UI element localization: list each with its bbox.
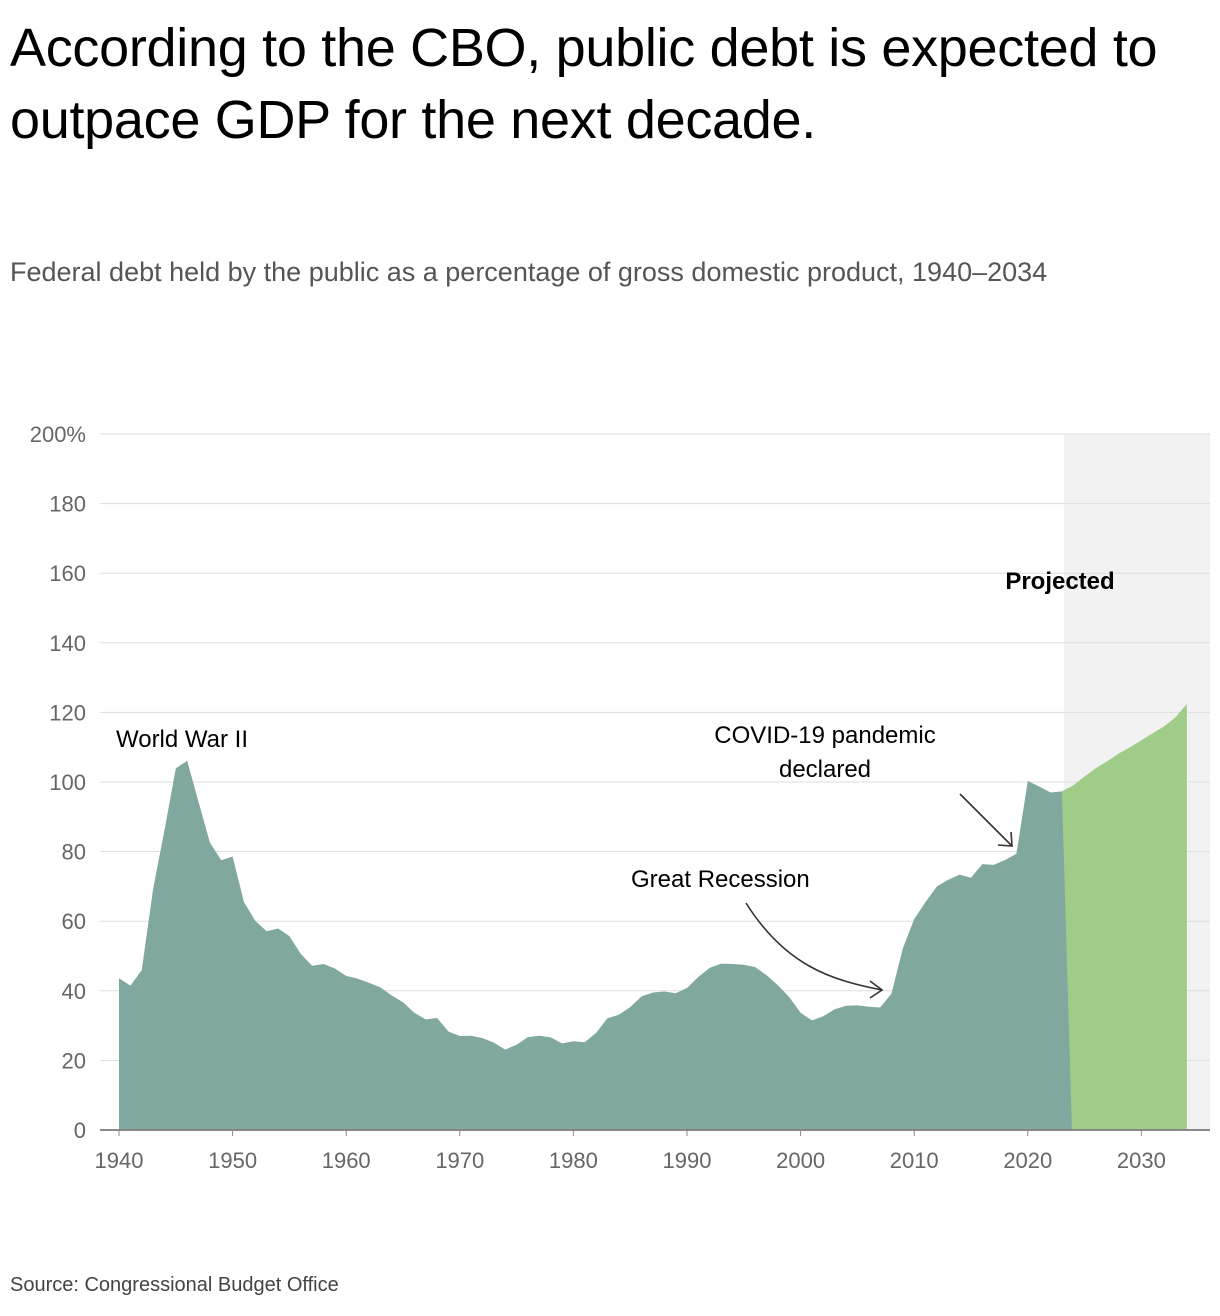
y-tick-label: 0	[74, 1118, 86, 1143]
x-tick-label: 1980	[549, 1148, 598, 1173]
areas	[119, 704, 1187, 1130]
y-tick-label: 180	[49, 492, 86, 517]
x-tick-label: 2020	[1003, 1148, 1052, 1173]
x-axis-ticks: 1940 1950 1960 1970 1980 1990 2000 2010 2020 2030	[95, 1130, 1166, 1173]
y-tick-label: 80	[62, 840, 86, 865]
x-tick-label: 1950	[208, 1148, 257, 1173]
annotation-covid-line2: declared	[779, 756, 871, 783]
x-tick-label: 2010	[890, 1148, 939, 1173]
y-tick-label: 60	[62, 909, 86, 934]
y-tick-label: 100	[49, 770, 86, 795]
projected-label: Projected	[1005, 568, 1114, 595]
chart-title: According to the CBO, public debt is exp…	[10, 18, 1158, 150]
source-note: Source: Congressional Budget Office	[10, 1274, 339, 1296]
y-tick-label: 40	[62, 979, 86, 1004]
historical-area	[119, 760, 1072, 1130]
x-tick-label: 1970	[435, 1148, 484, 1173]
x-tick-label: 1960	[322, 1148, 371, 1173]
x-tick-label: 1940	[95, 1148, 144, 1173]
great-recession-arrow	[745, 902, 884, 999]
annotation-world-war-ii: World War II	[116, 726, 248, 753]
x-tick-label: 2030	[1117, 1148, 1166, 1173]
annotation-covid-line1: COVID-19 pandemic	[714, 722, 935, 749]
y-tick-label: 140	[49, 631, 86, 656]
annotation-great-recession: Great Recession	[631, 866, 810, 893]
y-axis-ticks: 0 20 40 60 80 100 120 140 160 180 200%	[30, 422, 86, 1143]
y-tick-label: 160	[49, 561, 86, 586]
chart-subtitle: Federal debt held by the public as a per…	[10, 257, 1048, 287]
x-tick-label: 2000	[776, 1148, 825, 1173]
y-tick-label: 120	[49, 700, 86, 725]
y-tick-label: 20	[62, 1048, 86, 1073]
y-tick-label: 200%	[30, 422, 86, 447]
x-tick-label: 1990	[663, 1148, 712, 1173]
projected-area	[1061, 704, 1187, 1130]
covid-arrow	[959, 793, 1013, 847]
